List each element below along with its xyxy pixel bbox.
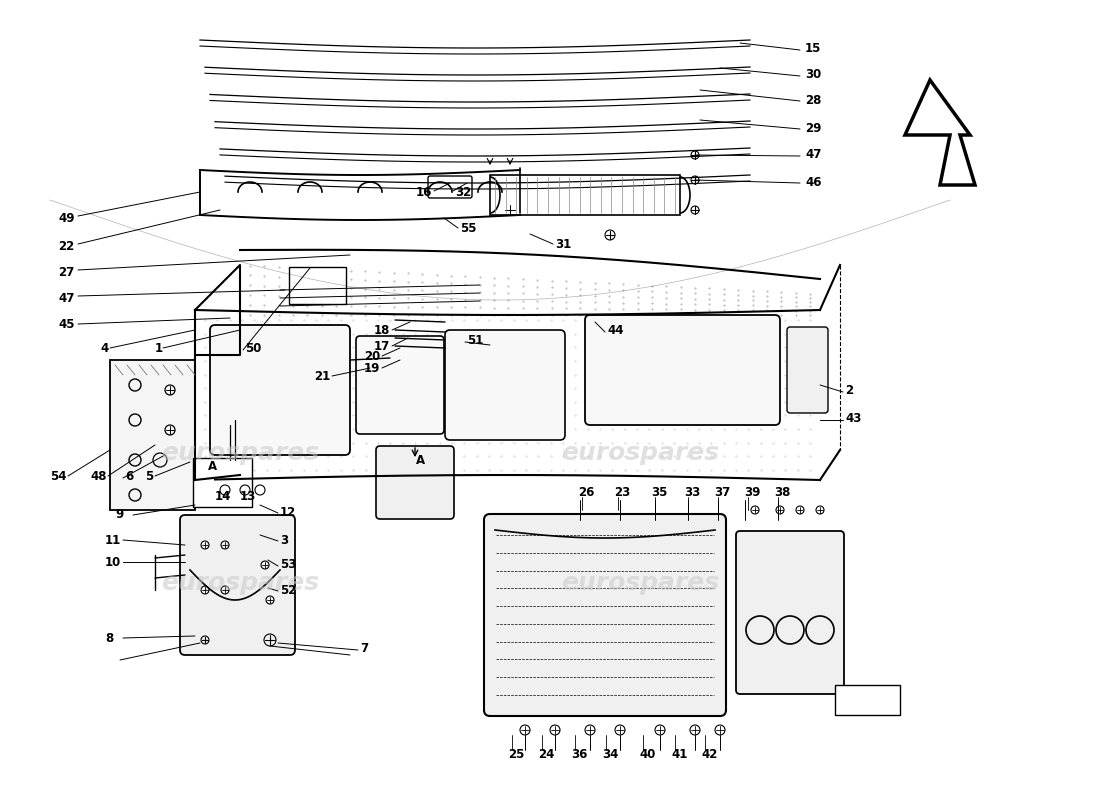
Text: 55: 55 (460, 222, 476, 234)
Text: 47: 47 (805, 149, 822, 162)
Text: 21: 21 (314, 370, 330, 382)
Text: A: A (416, 454, 425, 466)
Text: 4: 4 (100, 342, 108, 354)
Text: 11: 11 (104, 534, 121, 546)
Text: 51: 51 (468, 334, 483, 346)
FancyBboxPatch shape (289, 267, 346, 304)
Text: 2: 2 (845, 383, 854, 397)
FancyBboxPatch shape (376, 446, 454, 519)
Text: 23: 23 (614, 486, 630, 498)
Text: 50: 50 (245, 342, 262, 354)
Text: 17: 17 (374, 339, 390, 353)
Text: 16: 16 (416, 186, 432, 198)
Text: 46: 46 (805, 175, 822, 189)
Text: 33: 33 (684, 486, 701, 498)
Bar (835, 685, 900, 715)
Text: 32: 32 (455, 186, 471, 198)
Text: 54: 54 (50, 470, 66, 482)
Text: 7: 7 (360, 642, 368, 654)
Text: 40: 40 (639, 749, 656, 762)
Text: 30: 30 (805, 69, 822, 82)
Text: 39: 39 (744, 486, 760, 498)
Text: 48: 48 (90, 470, 107, 482)
FancyBboxPatch shape (210, 325, 350, 455)
Bar (490, 175, 680, 215)
Text: eurospares: eurospares (161, 571, 319, 595)
Text: eurospares: eurospares (161, 441, 319, 465)
Text: 52: 52 (280, 583, 296, 597)
Text: 14: 14 (214, 490, 231, 502)
Text: 25: 25 (508, 749, 525, 762)
Text: 42: 42 (701, 749, 717, 762)
Text: 8: 8 (104, 631, 113, 645)
Text: 20: 20 (364, 350, 380, 362)
FancyBboxPatch shape (356, 336, 444, 434)
Text: 3: 3 (280, 534, 288, 546)
Text: 13: 13 (240, 490, 256, 502)
Text: 45: 45 (58, 318, 75, 331)
Text: 43: 43 (845, 411, 861, 425)
Text: 24: 24 (538, 749, 554, 762)
Text: 31: 31 (556, 238, 571, 251)
Text: 12: 12 (280, 506, 296, 518)
Text: 29: 29 (805, 122, 822, 134)
Text: 44: 44 (607, 323, 624, 337)
Text: 41: 41 (671, 749, 688, 762)
Text: 10: 10 (104, 555, 121, 569)
Text: 34: 34 (602, 749, 618, 762)
FancyBboxPatch shape (786, 327, 828, 413)
Text: eurospares: eurospares (561, 441, 719, 465)
FancyBboxPatch shape (192, 458, 252, 507)
FancyBboxPatch shape (110, 360, 195, 510)
Polygon shape (905, 80, 975, 185)
Text: 26: 26 (578, 486, 594, 498)
Text: 9: 9 (116, 509, 123, 522)
FancyBboxPatch shape (446, 330, 565, 440)
Text: 27: 27 (58, 266, 75, 278)
Text: 19: 19 (364, 362, 380, 374)
Text: 36: 36 (571, 749, 587, 762)
Text: A: A (208, 459, 218, 473)
Text: 28: 28 (805, 94, 822, 106)
Text: 1: 1 (155, 342, 163, 354)
Text: 38: 38 (774, 486, 791, 498)
FancyBboxPatch shape (585, 315, 780, 425)
Text: 37: 37 (714, 486, 730, 498)
Text: 47: 47 (58, 291, 75, 305)
Text: 18: 18 (374, 323, 390, 337)
Text: 49: 49 (58, 211, 75, 225)
Text: 15: 15 (805, 42, 822, 54)
Text: eurospares: eurospares (561, 571, 719, 595)
FancyBboxPatch shape (484, 514, 726, 716)
Text: 22: 22 (58, 239, 75, 253)
FancyBboxPatch shape (180, 515, 295, 655)
FancyBboxPatch shape (736, 531, 844, 694)
Text: 35: 35 (651, 486, 668, 498)
Text: 6: 6 (125, 470, 133, 482)
FancyBboxPatch shape (428, 176, 472, 198)
Text: 5: 5 (145, 470, 153, 482)
Text: 53: 53 (280, 558, 296, 571)
